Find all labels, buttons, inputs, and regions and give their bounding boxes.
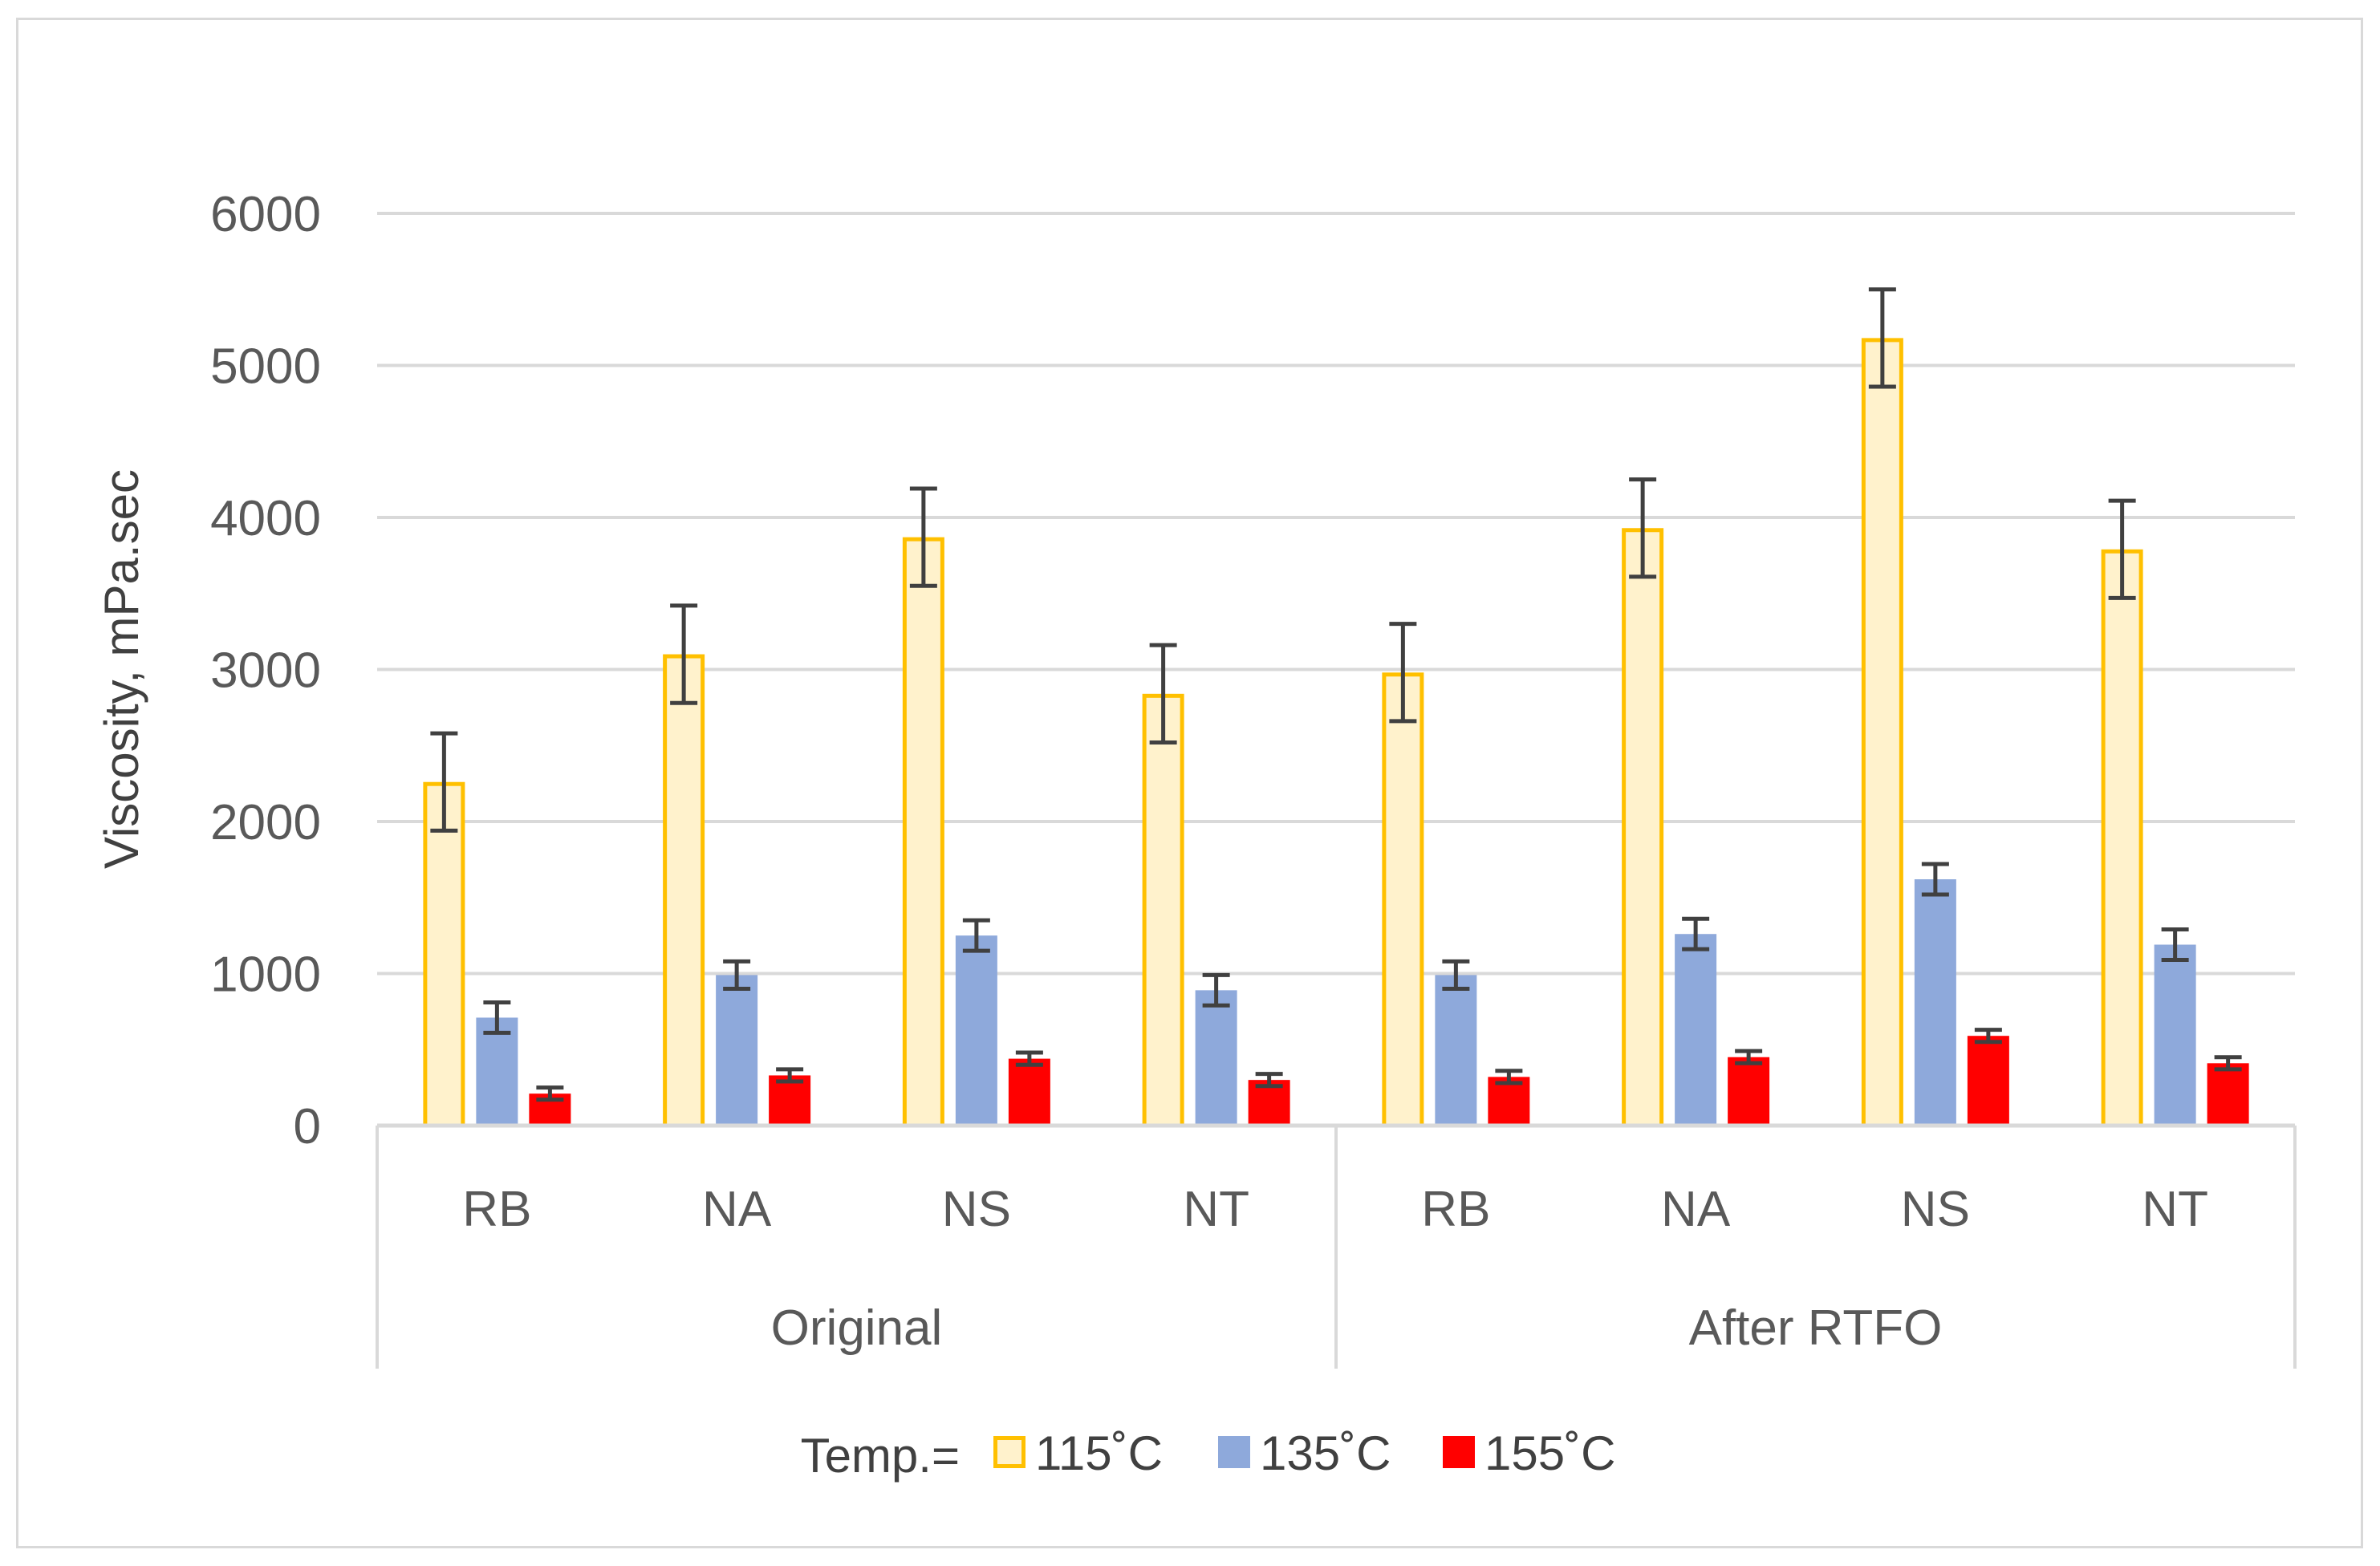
error-bar — [1255, 1072, 1283, 1089]
y-tick-label: 5000 — [210, 339, 321, 395]
x-tick-label: NS — [942, 1182, 1011, 1237]
legend-label: 135˚C — [1260, 1426, 1391, 1480]
bar-155C-nt — [2207, 1063, 2249, 1126]
error-bar — [962, 918, 990, 953]
error-bar — [483, 1000, 511, 1035]
error-bar — [909, 486, 937, 588]
y-tick-label: 1000 — [210, 947, 321, 1003]
legend: Temp.= 115˚C 135˚C 155˚C — [801, 1426, 1616, 1483]
error-bar — [776, 1067, 804, 1084]
legend-entry: 135˚C — [1218, 1426, 1391, 1480]
legend-title: Temp.= — [801, 1429, 960, 1483]
group-label: After RTFO — [1689, 1300, 1943, 1356]
legend-label: 155˚C — [1484, 1426, 1615, 1480]
bar-115C-ns — [1861, 338, 1903, 1128]
x-tick-label: NS — [1901, 1182, 1970, 1237]
bar-115C-rb — [423, 781, 465, 1128]
bar-135C-nt — [1195, 990, 1237, 1126]
bar-135C-na — [716, 975, 758, 1126]
y-tick-label: 6000 — [210, 187, 321, 242]
error-bar — [1442, 959, 1470, 991]
x-tick-label: RB — [462, 1182, 531, 1237]
y-axis-ticks: 0 1000 2000 3000 4000 5000 6000 — [210, 187, 321, 1154]
bar-135C-na — [1675, 934, 1717, 1126]
error-bar — [430, 731, 458, 833]
y-tick-label: 3000 — [210, 643, 321, 699]
error-bar — [1015, 1050, 1043, 1067]
x-tick-label: NA — [1661, 1182, 1731, 1237]
error-bar — [1389, 622, 1417, 724]
legend-swatch — [1443, 1436, 1475, 1468]
error-bar — [1868, 287, 1896, 389]
error-bar — [2161, 927, 2189, 962]
y-tick-label: 2000 — [210, 795, 321, 850]
bar-135C-rb — [1435, 975, 1477, 1126]
error-bar — [1921, 862, 1949, 897]
error-bar — [1202, 972, 1230, 1008]
legend-swatch — [1218, 1436, 1250, 1468]
error-bar — [2214, 1055, 2242, 1072]
bar-135C-rb — [476, 1017, 518, 1126]
y-tick-label: 0 — [294, 1099, 321, 1154]
group-label: Original — [771, 1300, 943, 1356]
error-bar — [536, 1085, 564, 1102]
bar-115C-rb — [1382, 672, 1424, 1128]
error-bar — [1629, 477, 1657, 579]
error-bar — [1495, 1069, 1523, 1085]
legend-swatch — [993, 1436, 1026, 1468]
legend-label: 115˚C — [1035, 1426, 1163, 1480]
bar-135C-ns — [1914, 879, 1956, 1126]
error-bar — [723, 959, 751, 991]
legend-entry: 155˚C — [1443, 1426, 1615, 1480]
error-bar — [1735, 1049, 1763, 1065]
bar-115C-na — [663, 654, 705, 1128]
bar-115C-nt — [2101, 549, 2143, 1128]
bar-155C-rb — [1488, 1077, 1530, 1126]
error-bars — [430, 287, 2242, 1102]
chart-frame — [16, 18, 2363, 1548]
error-bar — [1149, 643, 1177, 744]
y-tick-label: 4000 — [210, 491, 321, 546]
y-axis-label: Viscosity, mPa.sec — [95, 469, 148, 869]
x-tick-label: NA — [702, 1182, 772, 1237]
bar-155C-ns — [1008, 1058, 1050, 1126]
x-axis: RB NA NS NT RB NA NS NT Original After RTFO — [376, 1123, 2297, 1369]
x-tick-label: RB — [1421, 1182, 1490, 1237]
bar-155C-na — [769, 1075, 811, 1126]
x-tick-label: NT — [1183, 1182, 1249, 1237]
error-bar — [670, 603, 698, 705]
bar-155C-ns — [1967, 1036, 2009, 1126]
bar-115C-ns — [902, 537, 944, 1128]
error-bar — [1682, 916, 1710, 951]
bar-155C-na — [1728, 1057, 1770, 1126]
legend-entry: 115˚C — [993, 1426, 1163, 1480]
x-tick-label: NT — [2142, 1182, 2208, 1237]
error-bar — [2108, 498, 2136, 600]
bar-135C-nt — [2154, 944, 2196, 1126]
bar-115C-nt — [1142, 693, 1184, 1128]
error-bar — [1974, 1028, 2002, 1045]
bar-115C-na — [1622, 528, 1664, 1128]
bar-135C-ns — [955, 935, 997, 1126]
bars — [423, 338, 2249, 1128]
